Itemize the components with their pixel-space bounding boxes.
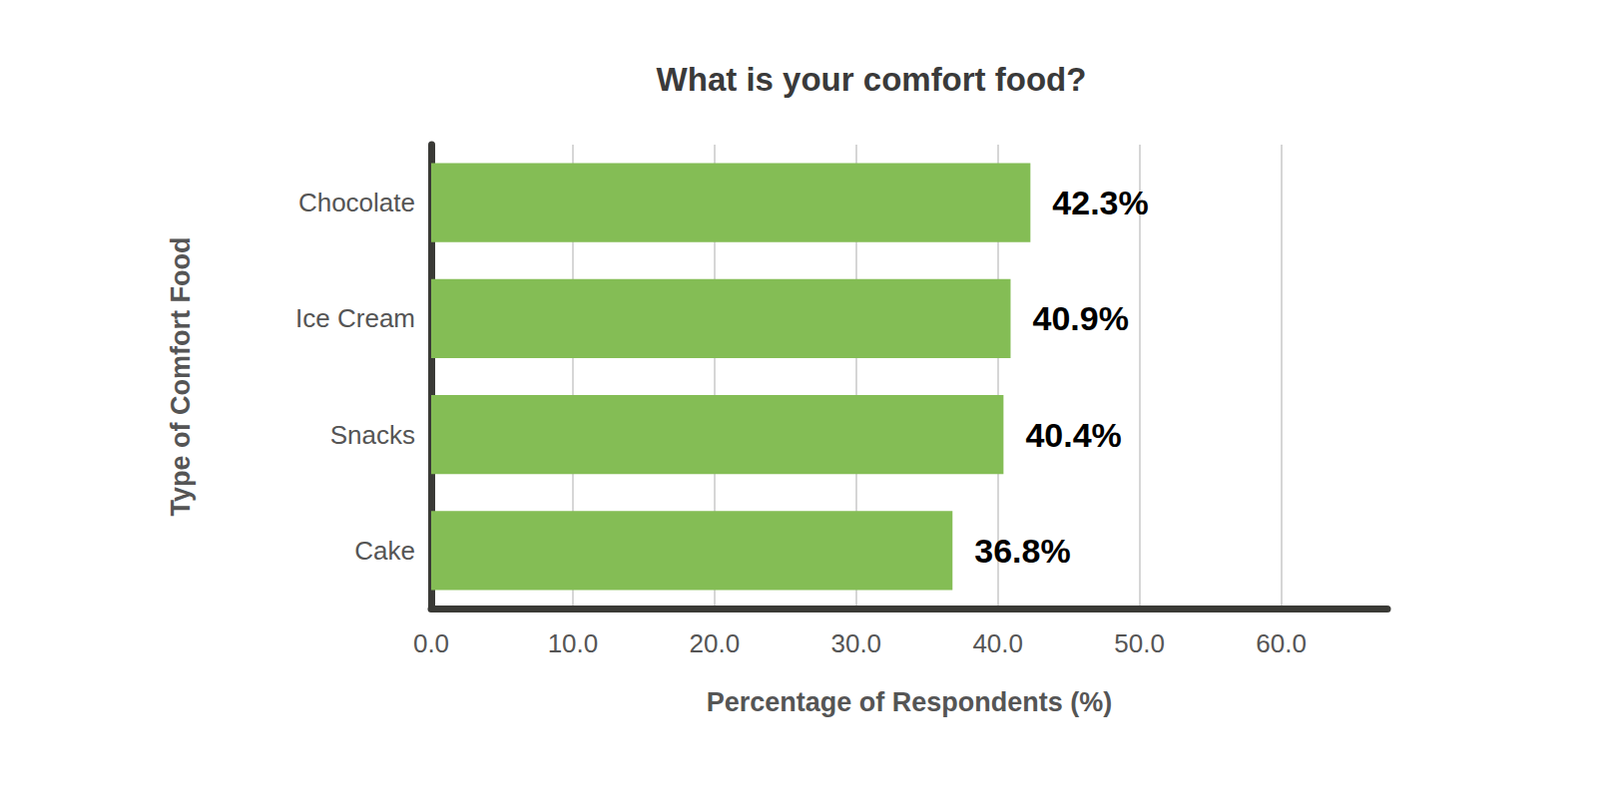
svg-text:What is your comfort food?: What is your comfort food? <box>656 60 1087 98</box>
svg-text:36.8%: 36.8% <box>974 532 1070 570</box>
svg-text:10.0: 10.0 <box>547 628 599 659</box>
svg-text:40.9%: 40.9% <box>1032 299 1128 338</box>
svg-text:Percentage of Respondents (%): Percentage of Respondents (%) <box>706 687 1113 718</box>
svg-text:Chocolate: Chocolate <box>298 187 416 218</box>
svg-text:30.0: 30.0 <box>830 628 882 659</box>
svg-text:60.0: 60.0 <box>1255 628 1307 659</box>
svg-text:40.4%: 40.4% <box>1025 416 1121 455</box>
svg-text:42.3%: 42.3% <box>1052 183 1148 222</box>
svg-text:Snacks: Snacks <box>330 420 416 451</box>
svg-text:20.0: 20.0 <box>689 628 741 659</box>
svg-text:Ice Cream: Ice Cream <box>295 303 416 334</box>
svg-text:50.0: 50.0 <box>1113 628 1165 659</box>
svg-text:0.0: 0.0 <box>413 628 450 659</box>
svg-text:40.0: 40.0 <box>972 628 1024 659</box>
svg-text:Cake: Cake <box>354 535 416 566</box>
svg-text:Type of Comfort Food: Type of Comfort Food <box>165 237 196 518</box>
